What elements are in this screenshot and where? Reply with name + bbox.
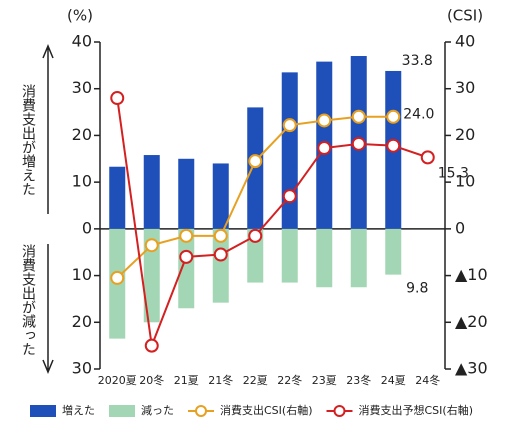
point: [179, 228, 194, 243]
bar: [178, 228, 195, 309]
point: [420, 150, 435, 165]
x-tick-label: 24夏: [381, 374, 406, 387]
x-tick-label: 23冬: [346, 373, 371, 387]
point: [213, 228, 228, 243]
side-label-bottom: 消費支出が減った: [20, 244, 36, 356]
point: [317, 113, 332, 128]
point: [110, 270, 125, 285]
value-label: 9.8: [406, 281, 428, 297]
bar: [212, 163, 229, 229]
tick-label: 0: [82, 218, 92, 237]
value-label: 33.8: [402, 53, 433, 69]
point: [386, 138, 401, 153]
point: [110, 91, 125, 106]
side-label-top: 消費支出が増えた: [20, 84, 36, 196]
bar: [281, 72, 298, 229]
x-tick-label: 24冬: [415, 373, 440, 387]
legend-swatch: [195, 405, 207, 417]
point: [351, 136, 366, 151]
point: [144, 238, 159, 253]
legend-swatch: [30, 405, 56, 417]
y2-unit-label: (CSI): [447, 7, 483, 25]
y-unit-label: (%): [67, 7, 93, 25]
point: [386, 109, 401, 124]
bar: [143, 228, 160, 323]
x-tick-label: 21冬: [208, 373, 233, 387]
tick-label: 20: [455, 125, 475, 144]
x-tick-label: 21夏: [174, 374, 199, 387]
line: [116, 97, 429, 350]
arrow-down: [42, 244, 54, 374]
bar: [281, 228, 298, 283]
legend-label: 消費支出CSI(右軸): [220, 403, 313, 417]
tick-label: 10: [72, 265, 92, 284]
tick-label: 0: [455, 218, 465, 237]
point: [282, 118, 297, 133]
bar: [350, 228, 367, 288]
tick-label: 30: [72, 359, 92, 378]
x-tick-label: 22夏: [243, 374, 268, 387]
value-label: 15.3: [438, 165, 469, 181]
x-tick-label: 23夏: [312, 374, 337, 387]
tick-label: 20: [72, 312, 92, 331]
point: [282, 189, 297, 204]
x-tick-label: 22冬: [277, 373, 302, 387]
point: [213, 247, 228, 262]
tick-label: 40: [455, 32, 475, 51]
bar: [212, 228, 229, 303]
tick-label: 30: [72, 78, 92, 97]
point: [317, 141, 332, 156]
x-tick-label: 20冬: [139, 373, 164, 387]
x-tick-label: 2020夏: [98, 374, 137, 387]
tick-label: 40: [72, 32, 92, 51]
legend-label: 消費支出予想CSI(右軸): [359, 403, 474, 417]
point: [179, 249, 194, 264]
bar: [247, 107, 264, 229]
tick-label: 30: [455, 78, 475, 97]
tick-label: ▲20: [455, 312, 488, 331]
point: [248, 228, 263, 243]
bar: [143, 155, 160, 229]
tick-label: 10: [72, 172, 92, 191]
bar: [178, 158, 195, 229]
legend-swatch: [109, 405, 135, 417]
tick-label: ▲10: [455, 265, 488, 284]
legend-label: 増えた: [62, 404, 95, 417]
legend-label: 減った: [141, 403, 174, 417]
tick-label: 20: [72, 125, 92, 144]
arrow-up: [42, 44, 54, 214]
bar: [247, 228, 264, 283]
tick-label: ▲30: [455, 359, 488, 378]
point: [144, 338, 159, 353]
point: [248, 154, 263, 169]
point: [351, 109, 366, 124]
bar: [385, 228, 402, 275]
bar: [109, 166, 126, 229]
bar: [316, 228, 333, 288]
legend-swatch: [333, 405, 346, 417]
value-label: 24.0: [403, 107, 434, 123]
tick-label: 10: [455, 172, 475, 191]
